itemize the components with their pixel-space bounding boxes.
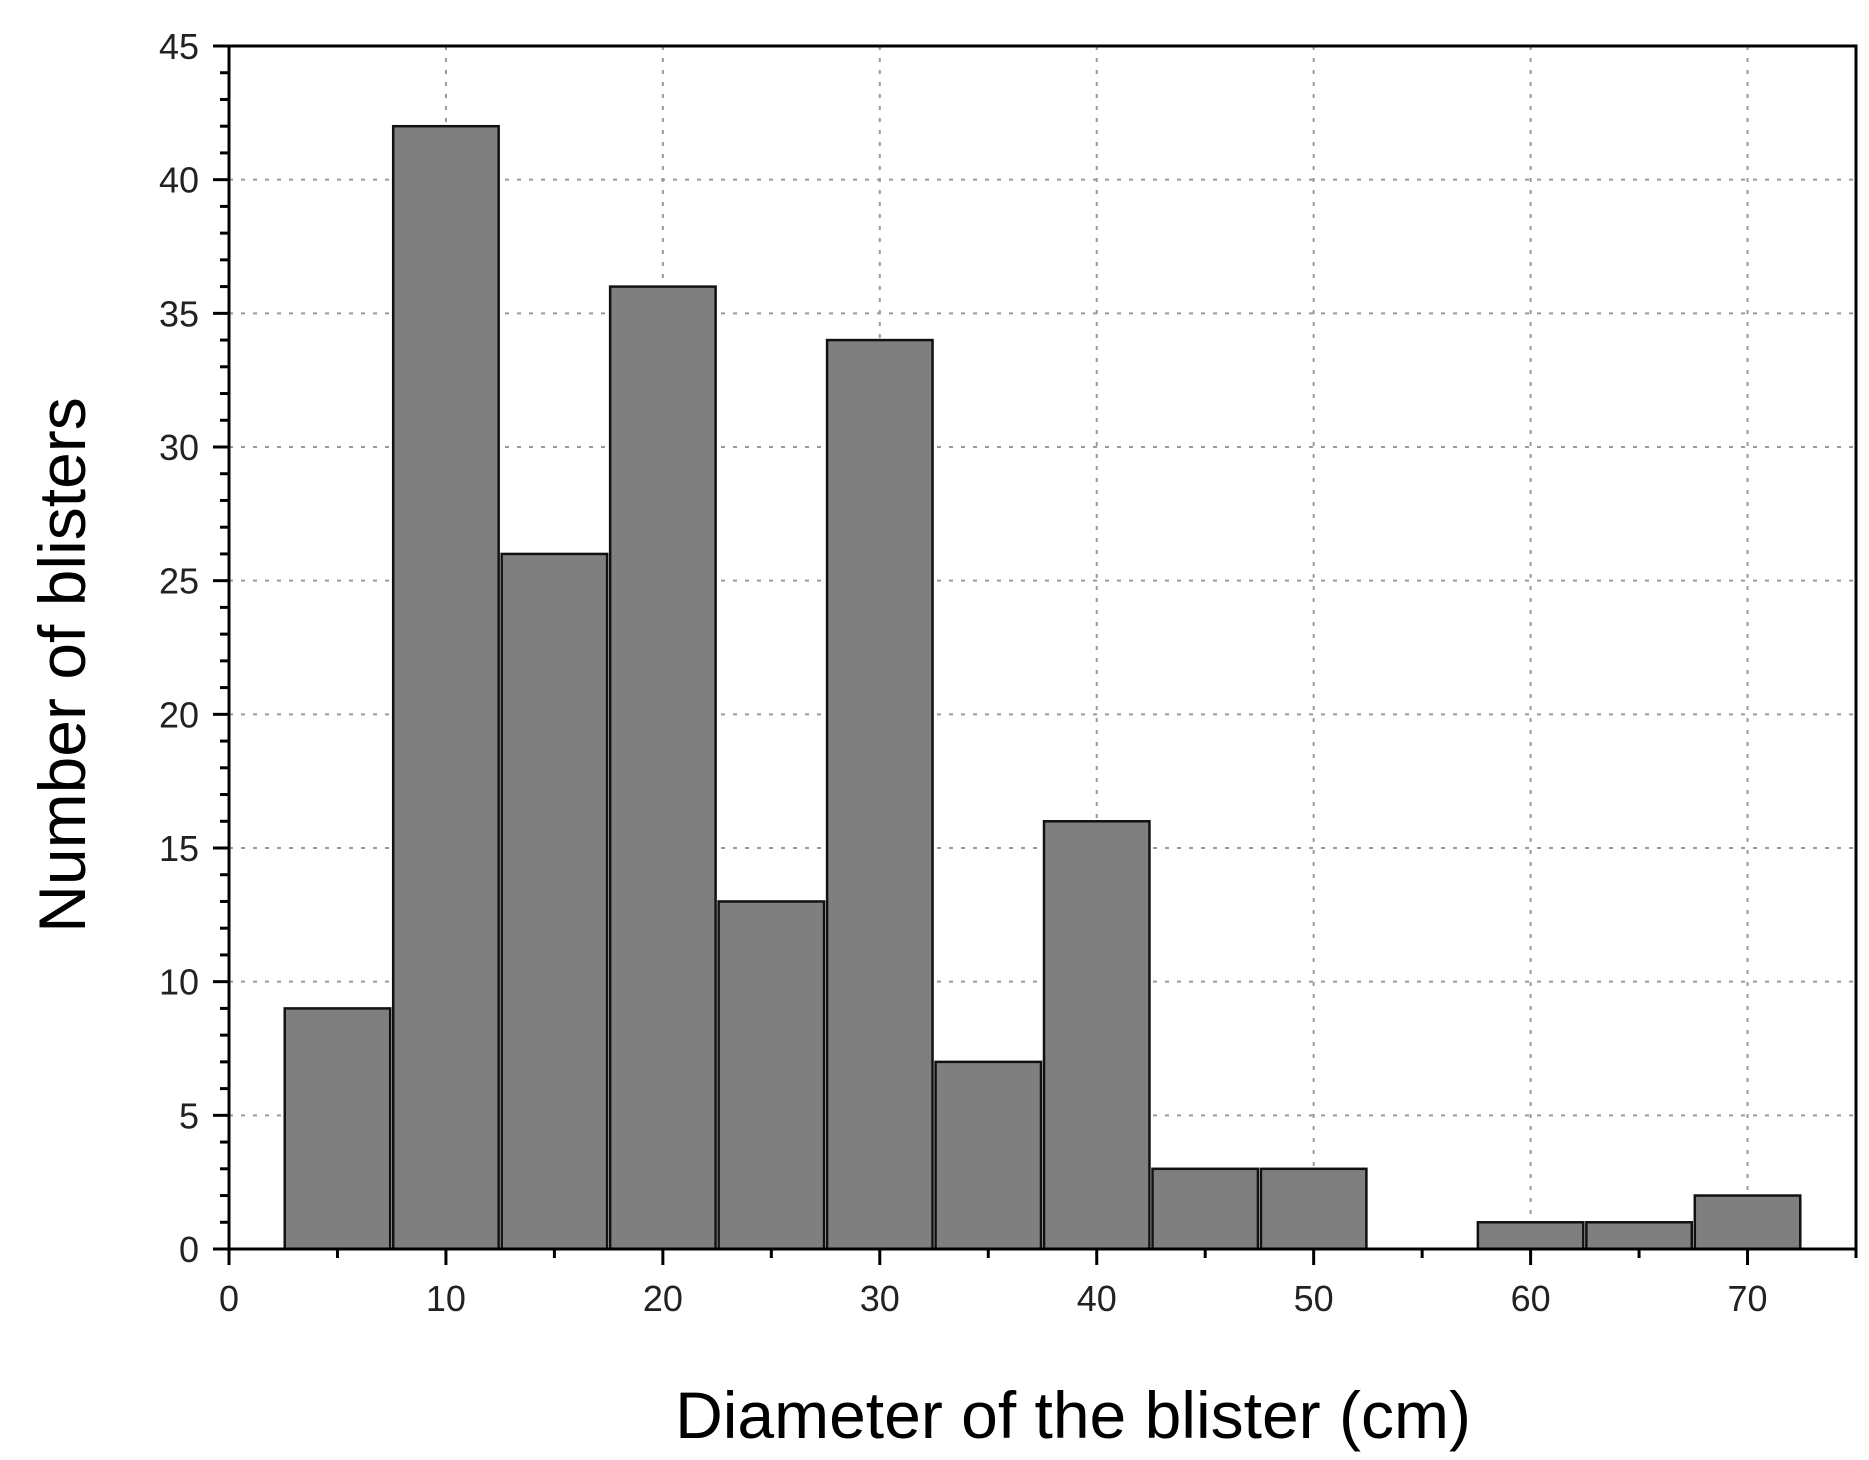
x-tick-label: 70	[1728, 1278, 1768, 1319]
histogram-bar	[1259, 1167, 1368, 1251]
y-tick-label: 40	[159, 160, 199, 201]
x-tick-label: 20	[643, 1278, 683, 1319]
x-tick-label: 60	[1511, 1278, 1551, 1319]
y-tick-label: 30	[159, 427, 199, 468]
histogram-bar	[825, 338, 934, 1251]
y-tick-label: 0	[179, 1229, 199, 1270]
histogram-bar	[1585, 1221, 1694, 1251]
x-tick-label: 30	[860, 1278, 900, 1319]
histogram-bar	[717, 900, 826, 1251]
x-tick-label: 10	[426, 1278, 466, 1319]
x-tick-label: 40	[1077, 1278, 1117, 1319]
histogram-bar	[283, 1007, 392, 1251]
y-axis-title: Number of blisters	[25, 397, 99, 933]
y-tick-label: 25	[159, 561, 199, 602]
y-tick-label: 35	[159, 293, 199, 334]
histogram-bar	[608, 285, 717, 1251]
y-tick-label: 5	[179, 1095, 199, 1136]
x-tick-label: 50	[1294, 1278, 1334, 1319]
y-tick-label: 45	[159, 26, 199, 67]
x-tick-label: 0	[219, 1278, 239, 1319]
histogram-bar	[1042, 820, 1151, 1251]
y-tick-label: 10	[159, 962, 199, 1003]
plot-frame	[227, 44, 1858, 1251]
histogram-bar	[1151, 1167, 1260, 1251]
y-axis-tick-labels: 0 5 10 15 20 25 30 35 40 45	[159, 26, 199, 1270]
bars	[283, 124, 1802, 1251]
histogram-bar	[391, 124, 500, 1251]
y-tick-label: 20	[159, 694, 199, 735]
histogram-bar	[934, 1060, 1043, 1251]
x-axis-title: Diameter of the blister (cm)	[675, 1378, 1471, 1452]
y-tick-label: 15	[159, 828, 199, 869]
x-axis-tick-labels: 0 10 20 30 40 50 60 70	[219, 1278, 1768, 1319]
histogram-bar	[1693, 1194, 1802, 1251]
axis-ticks	[213, 44, 1858, 1265]
histogram-bar	[1476, 1221, 1585, 1251]
histogram-bar	[500, 552, 609, 1251]
